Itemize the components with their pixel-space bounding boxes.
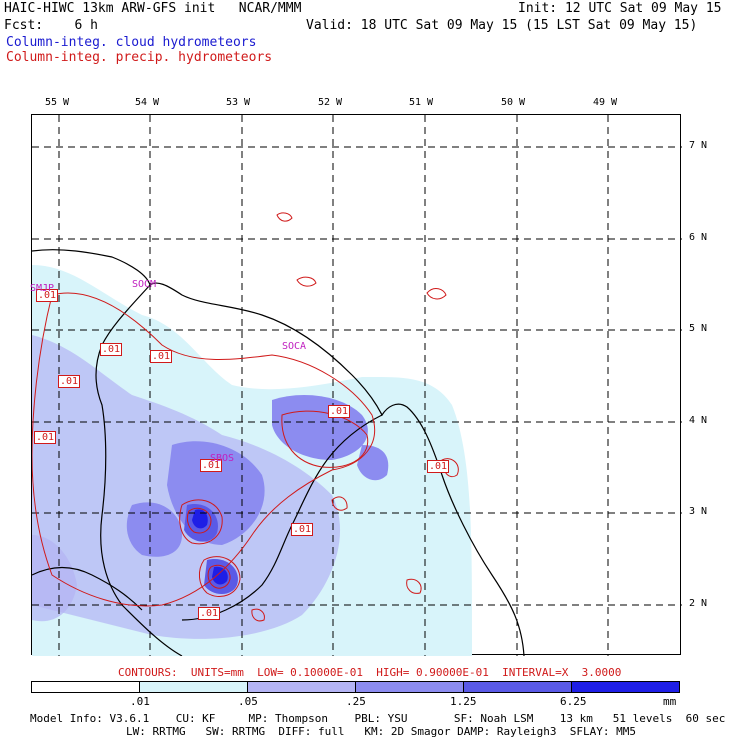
contour-label: .01: [34, 431, 57, 444]
header-fcst: Fcst: 6 h: [4, 18, 98, 33]
contour-label: .01: [150, 350, 173, 363]
lon-label: 49 W: [593, 97, 618, 108]
contour-label: .01: [427, 460, 450, 473]
colorbar: [31, 681, 680, 693]
contour-label: .01: [100, 343, 123, 356]
lon-label: 55 W: [45, 97, 70, 108]
lat-label: 7 N: [689, 140, 708, 151]
header-valid: Valid: 18 UTC Sat 09 May 15 (15 LST Sat …: [306, 18, 698, 33]
colorbar-label: .05: [238, 695, 258, 708]
map-panel: .01 .01 .01 .01 .01 .01 .01 .01 .01 .01 …: [30, 114, 682, 656]
model-info-line2: LW: RRTMG SW: RRTMG DIFF: full KM: 2D Sm…: [126, 725, 636, 738]
header-init: Init: 12 UTC Sat 09 May 15: [518, 1, 722, 16]
station-label: SMJP: [30, 283, 55, 294]
lat-label: 3 N: [689, 506, 708, 517]
colorbar-label: 1.25: [450, 695, 477, 708]
colorbar-label: .01: [130, 695, 150, 708]
colorbar-bin: [32, 682, 140, 692]
model-info-line1: Model Info: V3.6.1 CU: KF MP: Thompson P…: [30, 712, 726, 725]
lon-label: 52 W: [318, 97, 343, 108]
contour-label: .01: [36, 289, 59, 302]
contour-label: .01: [58, 375, 81, 388]
contour-label: .01: [200, 459, 223, 472]
colorbar-label: .25: [346, 695, 366, 708]
contour-label: .01: [328, 405, 351, 418]
contour-info: CONTOURS: UNITS=mm LOW= 0.10000E-01 HIGH…: [118, 666, 622, 679]
lon-label: 54 W: [135, 97, 160, 108]
lat-label: 2 N: [689, 598, 708, 609]
colorbar-bin: [464, 682, 572, 692]
legend-cloud: Column-integ. cloud hydrometeors: [6, 35, 257, 50]
lon-label: 53 W: [226, 97, 251, 108]
lon-label: 50 W: [501, 97, 526, 108]
map-canvas: [32, 115, 682, 656]
lat-label: 4 N: [689, 415, 708, 426]
legend-precip: Column-integ. precip. hydrometeors: [6, 50, 273, 65]
colorbar-units: mm: [663, 695, 677, 708]
colorbar-bin: [572, 682, 679, 692]
precip-contours: [32, 212, 459, 622]
lat-label: 5 N: [689, 323, 708, 334]
coastline: [32, 249, 525, 656]
lon-label: 51 W: [409, 97, 434, 108]
colorbar-bin: [356, 682, 464, 692]
colorbar-bin: [140, 682, 248, 692]
station-label: SOCM: [132, 279, 157, 290]
lat-label: 6 N: [689, 232, 708, 243]
station-label: SBOS: [210, 453, 235, 464]
header-title: HAIC-HIWC 13km ARW-GFS init NCAR/MMM: [4, 1, 302, 16]
cloud-field: [32, 265, 472, 656]
contour-label: .01: [198, 607, 221, 620]
station-label: SOCA: [282, 341, 307, 352]
colorbar-label: 6.25: [560, 695, 587, 708]
colorbar-bin: [248, 682, 356, 692]
contour-label: .01: [291, 523, 314, 536]
